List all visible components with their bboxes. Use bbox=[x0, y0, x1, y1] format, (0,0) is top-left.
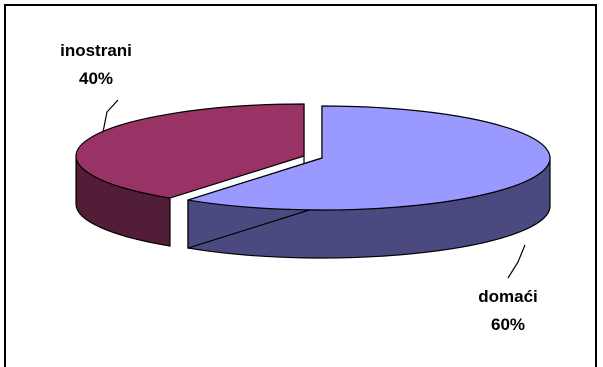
leader-inostrani bbox=[102, 99, 119, 133]
slice-top bbox=[187, 105, 551, 211]
value-label-inostrani: 40% bbox=[79, 69, 113, 88]
label-inostrani: inostrani bbox=[60, 41, 132, 60]
slice-top bbox=[75, 103, 305, 199]
slice-domaci bbox=[187, 105, 551, 259]
value-label-domaci: 60% bbox=[491, 315, 525, 334]
label-domaci: domaći bbox=[478, 287, 538, 306]
leader-domaci bbox=[507, 244, 526, 279]
slice-inostrani bbox=[75, 103, 305, 247]
